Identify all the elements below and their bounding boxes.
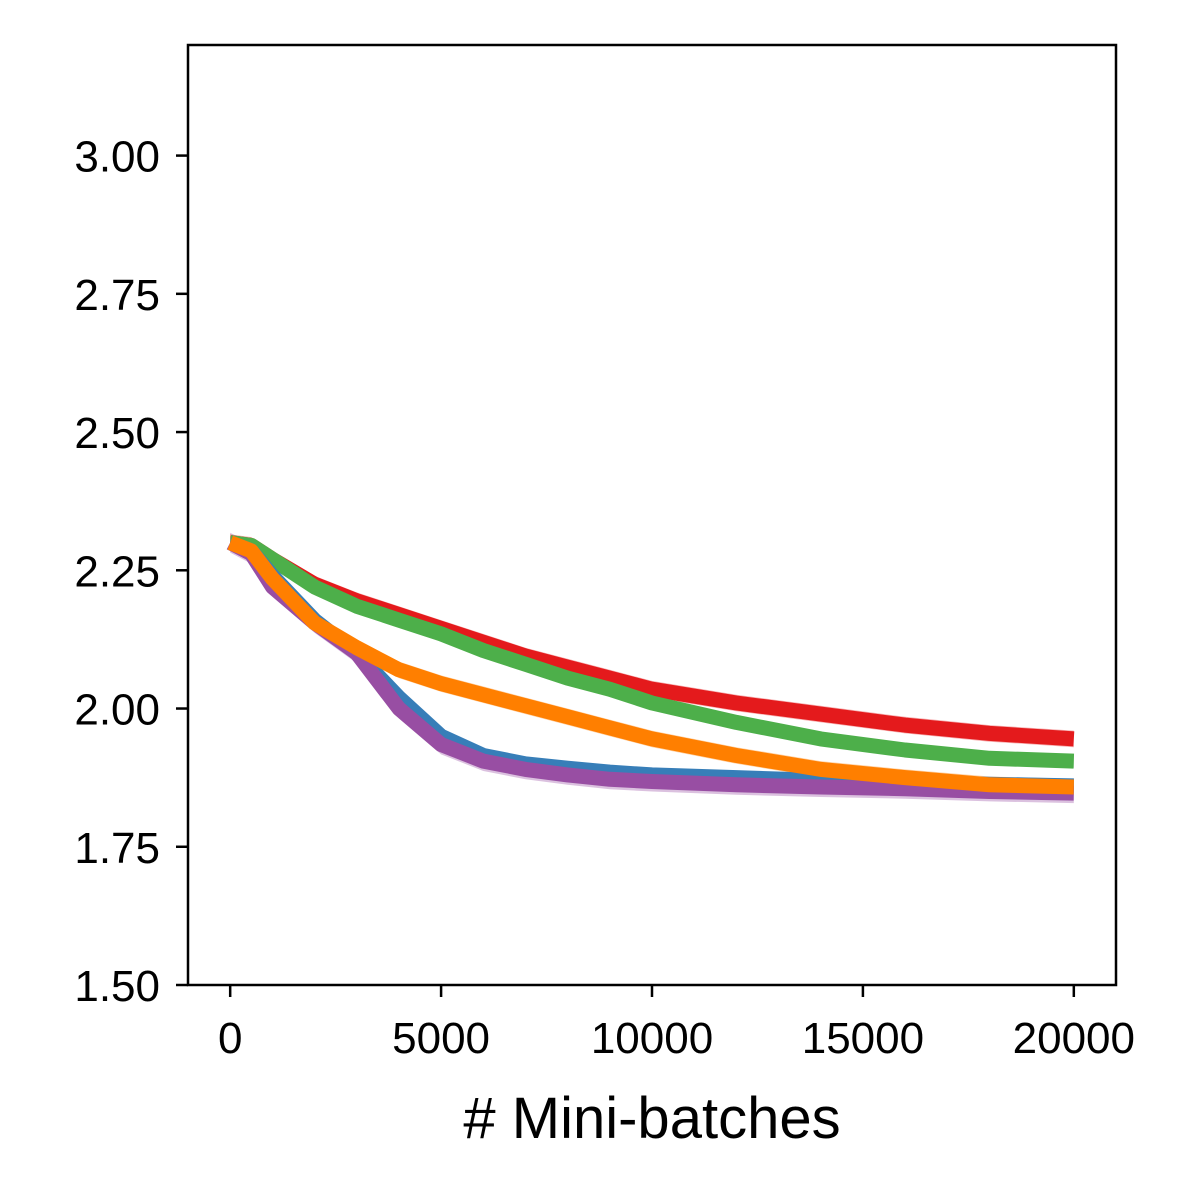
y-tick-label: 2.50 xyxy=(74,409,160,458)
x-tick-label: 5000 xyxy=(392,1014,490,1063)
series-line-1 xyxy=(229,535,1075,769)
y-tick-label: 2.75 xyxy=(74,271,160,320)
y-tick-label: 2.25 xyxy=(74,547,160,596)
confidence-bands xyxy=(230,532,1074,804)
x-tick-label: 0 xyxy=(218,1014,242,1063)
plot-frame xyxy=(186,43,1118,987)
y-tick-label: 3.00 xyxy=(74,133,160,182)
series-lines xyxy=(226,535,1075,801)
y-tick-label: 2.00 xyxy=(74,686,160,735)
x-axis: 0 5000 10000 15000 20000 xyxy=(218,985,1135,1063)
series-band-3 xyxy=(230,532,1074,804)
series-line-4 xyxy=(227,535,1074,795)
y-axis: 1.50 1.75 2.00 2.25 2.50 2.75 3.00 xyxy=(74,133,188,1011)
x-axis-label: # Mini-batches xyxy=(463,1086,840,1151)
x-tick-label: 15000 xyxy=(802,1014,924,1063)
x-tick-label: 20000 xyxy=(1013,1014,1135,1063)
y-tick-label: 1.50 xyxy=(74,962,160,1011)
x-tick-label: 10000 xyxy=(591,1014,713,1063)
y-tick-label: 1.75 xyxy=(74,824,160,873)
